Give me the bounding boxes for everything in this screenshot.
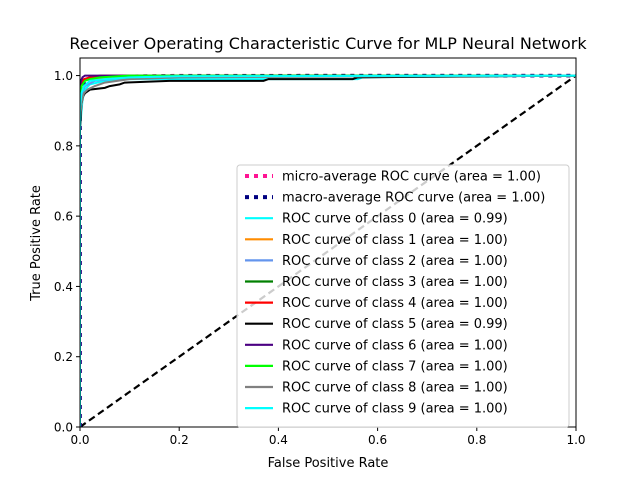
legend-entry-10: ROC curve of class 8 (area = 1.00) [282, 381, 508, 396]
legend-entry-2: ROC curve of class 0 (area = 0.99) [282, 212, 508, 227]
x-tick-label: 0.0 [70, 433, 89, 447]
x-tick-label: 0.4 [269, 433, 288, 447]
legend: micro-average ROC curve (area = 1.00) mac… [236, 164, 570, 428]
legend-entry-7: ROC curve of class 5 (area = 0.99) [282, 317, 508, 332]
x-tick-label: 0.8 [467, 433, 486, 447]
legend-entry-4: ROC curve of class 2 (area = 1.00) [282, 254, 508, 269]
legend-entry-5: ROC curve of class 3 (area = 1.00) [282, 275, 508, 290]
y-tick-label: 0.6 [54, 210, 73, 224]
y-tick-label: 0.4 [54, 280, 73, 294]
x-axis-label: False Positive Rate [268, 456, 389, 471]
legend-entry-0: micro-average ROC curve (area = 1.00) [282, 170, 541, 185]
legend-entry-3: ROC curve of class 1 (area = 1.00) [282, 233, 508, 248]
x-tick-label: 1.0 [566, 433, 585, 447]
x-tick-label: 0.2 [170, 433, 189, 447]
y-tick-label: 0.2 [54, 350, 73, 364]
legend-box [236, 164, 570, 428]
y-tick-label: 0.8 [54, 139, 73, 153]
chart-title: Receiver Operating Characteristic Curve … [69, 34, 587, 53]
legend-entry-9: ROC curve of class 7 (area = 1.00) [282, 359, 508, 374]
y-tick-label: 1.0 [54, 69, 73, 83]
y-axis-label: True Positive Rate [29, 185, 44, 302]
legend-entry-1: macro-average ROC curve (area = 1.00) [282, 191, 545, 206]
y-tick-label: 0.0 [54, 421, 73, 435]
legend-entry-8: ROC curve of class 6 (area = 1.00) [282, 338, 508, 353]
x-tick-label: 0.6 [368, 433, 387, 447]
legend-entry-11: ROC curve of class 9 (area = 1.00) [282, 402, 508, 417]
legend-entry-6: ROC curve of class 4 (area = 1.00) [282, 296, 508, 311]
